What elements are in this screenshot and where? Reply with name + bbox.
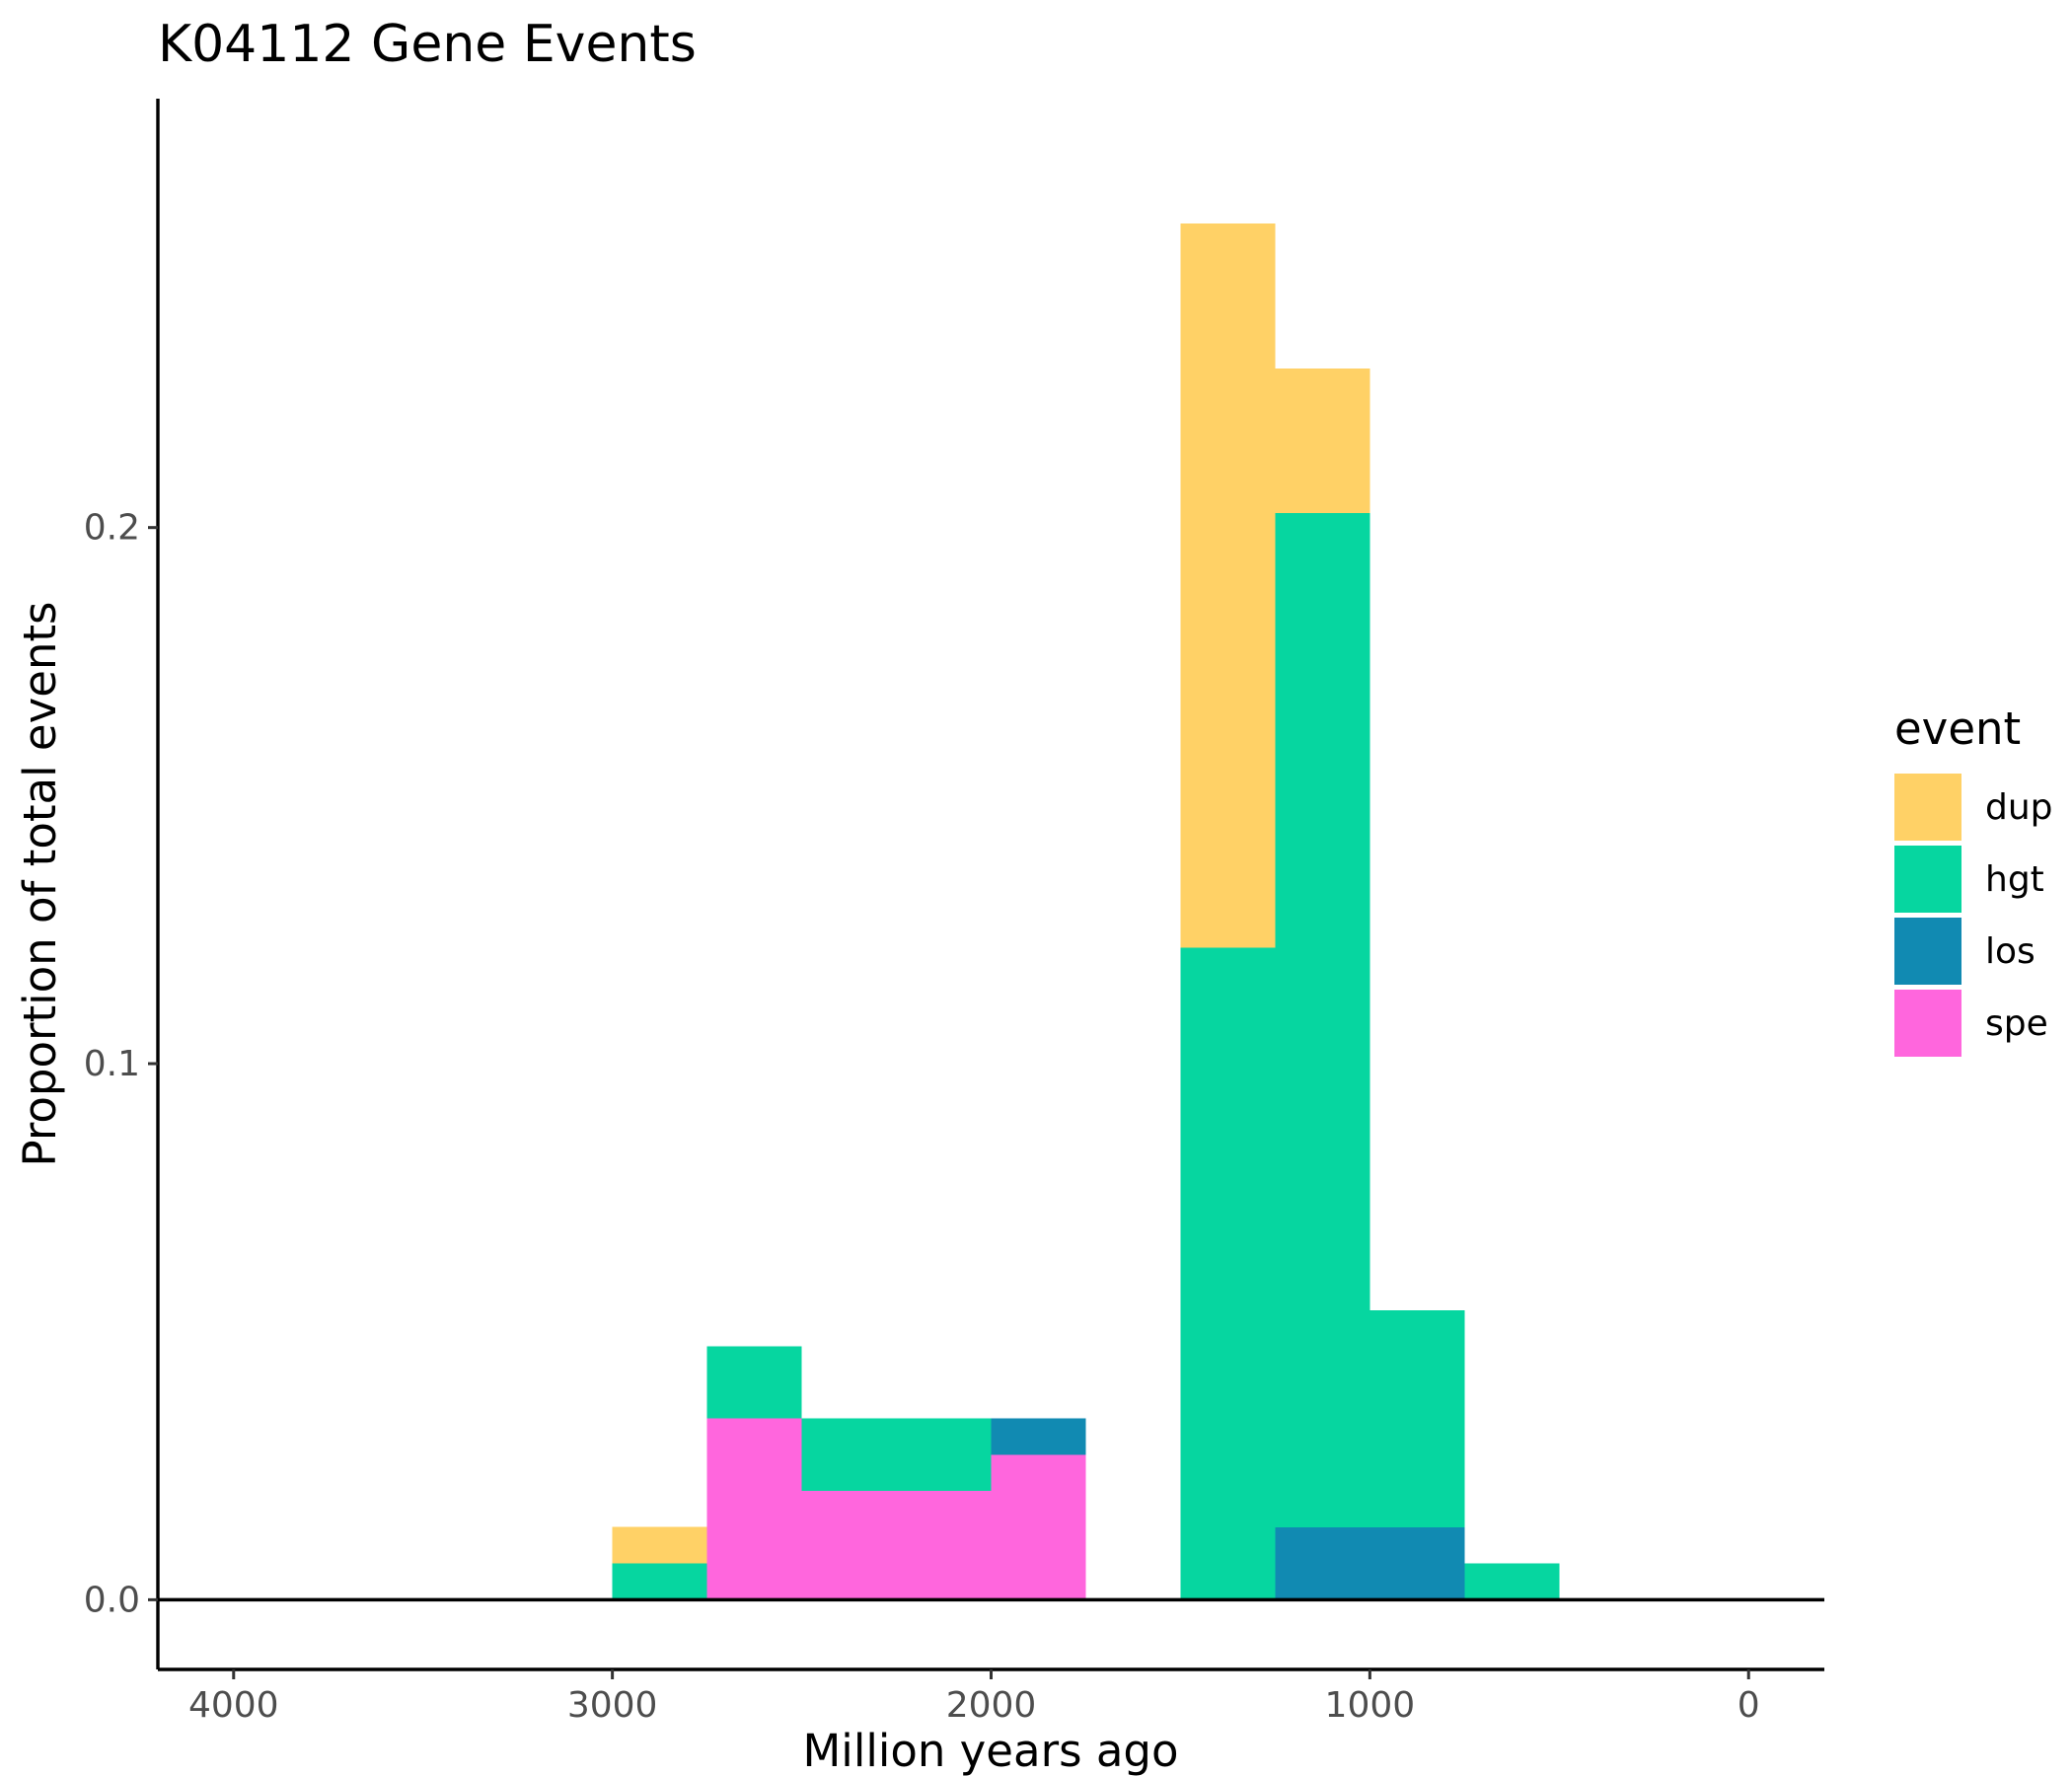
bar-spe-2750 <box>706 1418 802 1600</box>
legend-label-dup: dup <box>1985 787 2053 828</box>
bar-hgt-2750 <box>706 1346 802 1419</box>
bar-los-1250 <box>1275 1527 1370 1600</box>
legend-title: event <box>1894 703 2021 755</box>
x-tick-label: 0 <box>1738 1685 1760 1726</box>
x-tick-label: 4000 <box>188 1685 279 1726</box>
bar-hgt-2500 <box>801 1418 897 1492</box>
bar-dup-3000 <box>612 1526 707 1564</box>
bar-spe-2250 <box>896 1491 992 1600</box>
x-tick-label: 3000 <box>567 1685 658 1726</box>
bar-hgt-1500 <box>1180 947 1276 1600</box>
bar-hgt-3000 <box>612 1563 707 1600</box>
bar-los-2000 <box>991 1418 1086 1455</box>
legend: event dup hgt los spe <box>1894 703 2053 1057</box>
bar-los-1000 <box>1369 1527 1465 1600</box>
legend-swatch-spe <box>1894 990 1961 1057</box>
x-tick-label: 2000 <box>946 1685 1037 1726</box>
x-ticks-group: 4000 3000 2000 1000 0 <box>188 1669 1760 1726</box>
y-tick-label: 0.0 <box>84 1580 140 1620</box>
legend-swatch-dup <box>1894 774 1961 841</box>
y-tick-label: 0.2 <box>84 508 140 549</box>
chart-title: K04112 Gene Events <box>158 15 697 74</box>
y-tick-label: 0.1 <box>84 1044 140 1084</box>
x-axis-title: Million years ago <box>802 1725 1178 1776</box>
legend-swatch-los <box>1894 918 1961 985</box>
legend-swatch-hgt <box>1894 846 1961 913</box>
bar-hgt-750 <box>1464 1563 1560 1600</box>
y-axis-title: Proportion of total events <box>14 602 66 1167</box>
legend-label-los: los <box>1985 931 2035 972</box>
legend-label-spe: spe <box>1985 1003 2048 1044</box>
bar-hgt-1250 <box>1275 513 1370 1528</box>
y-ticks-group: 0.0 0.1 0.2 <box>84 508 158 1620</box>
bars-group <box>612 223 1560 1600</box>
legend-label-hgt: hgt <box>1985 859 2044 900</box>
x-tick-label: 1000 <box>1325 1685 1416 1726</box>
bar-hgt-1000 <box>1369 1309 1465 1528</box>
bar-dup-1500 <box>1180 223 1276 948</box>
bar-spe-2000 <box>991 1454 1086 1600</box>
bar-spe-2500 <box>801 1491 897 1600</box>
bar-hgt-2250 <box>896 1418 992 1492</box>
bar-dup-1250 <box>1275 368 1370 514</box>
